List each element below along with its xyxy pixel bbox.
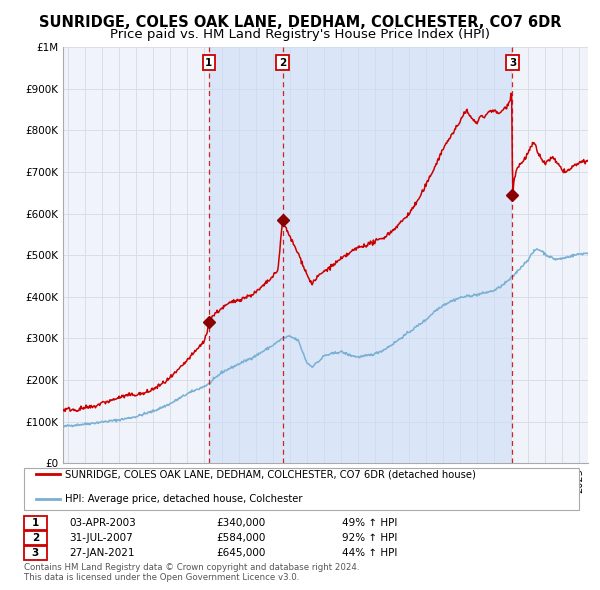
Text: 3: 3 bbox=[32, 548, 39, 558]
Text: Price paid vs. HM Land Registry's House Price Index (HPI): Price paid vs. HM Land Registry's House … bbox=[110, 28, 490, 41]
Text: 31-JUL-2007: 31-JUL-2007 bbox=[69, 533, 133, 543]
Text: 44% ↑ HPI: 44% ↑ HPI bbox=[342, 548, 397, 558]
Text: SUNRIDGE, COLES OAK LANE, DEDHAM, COLCHESTER, CO7 6DR: SUNRIDGE, COLES OAK LANE, DEDHAM, COLCHE… bbox=[39, 15, 561, 30]
Bar bbox=[209, 47, 283, 463]
Text: Contains HM Land Registry data © Crown copyright and database right 2024.: Contains HM Land Registry data © Crown c… bbox=[24, 563, 359, 572]
Text: 2: 2 bbox=[279, 58, 286, 68]
Bar bbox=[283, 47, 512, 463]
Text: 1: 1 bbox=[205, 58, 212, 68]
Text: 27-JAN-2021: 27-JAN-2021 bbox=[69, 548, 134, 558]
Text: 2: 2 bbox=[32, 533, 39, 543]
Text: 03-APR-2003: 03-APR-2003 bbox=[69, 519, 136, 528]
Text: HPI: Average price, detached house, Colchester: HPI: Average price, detached house, Colc… bbox=[65, 494, 302, 503]
Text: 92% ↑ HPI: 92% ↑ HPI bbox=[342, 533, 397, 543]
Text: SUNRIDGE, COLES OAK LANE, DEDHAM, COLCHESTER, CO7 6DR (detached house): SUNRIDGE, COLES OAK LANE, DEDHAM, COLCHE… bbox=[65, 470, 476, 479]
Text: £340,000: £340,000 bbox=[216, 519, 265, 528]
Text: 1: 1 bbox=[32, 519, 39, 528]
Text: £584,000: £584,000 bbox=[216, 533, 265, 543]
Text: This data is licensed under the Open Government Licence v3.0.: This data is licensed under the Open Gov… bbox=[24, 572, 299, 582]
Text: £645,000: £645,000 bbox=[216, 548, 265, 558]
Text: 49% ↑ HPI: 49% ↑ HPI bbox=[342, 519, 397, 528]
Text: 3: 3 bbox=[509, 58, 516, 68]
